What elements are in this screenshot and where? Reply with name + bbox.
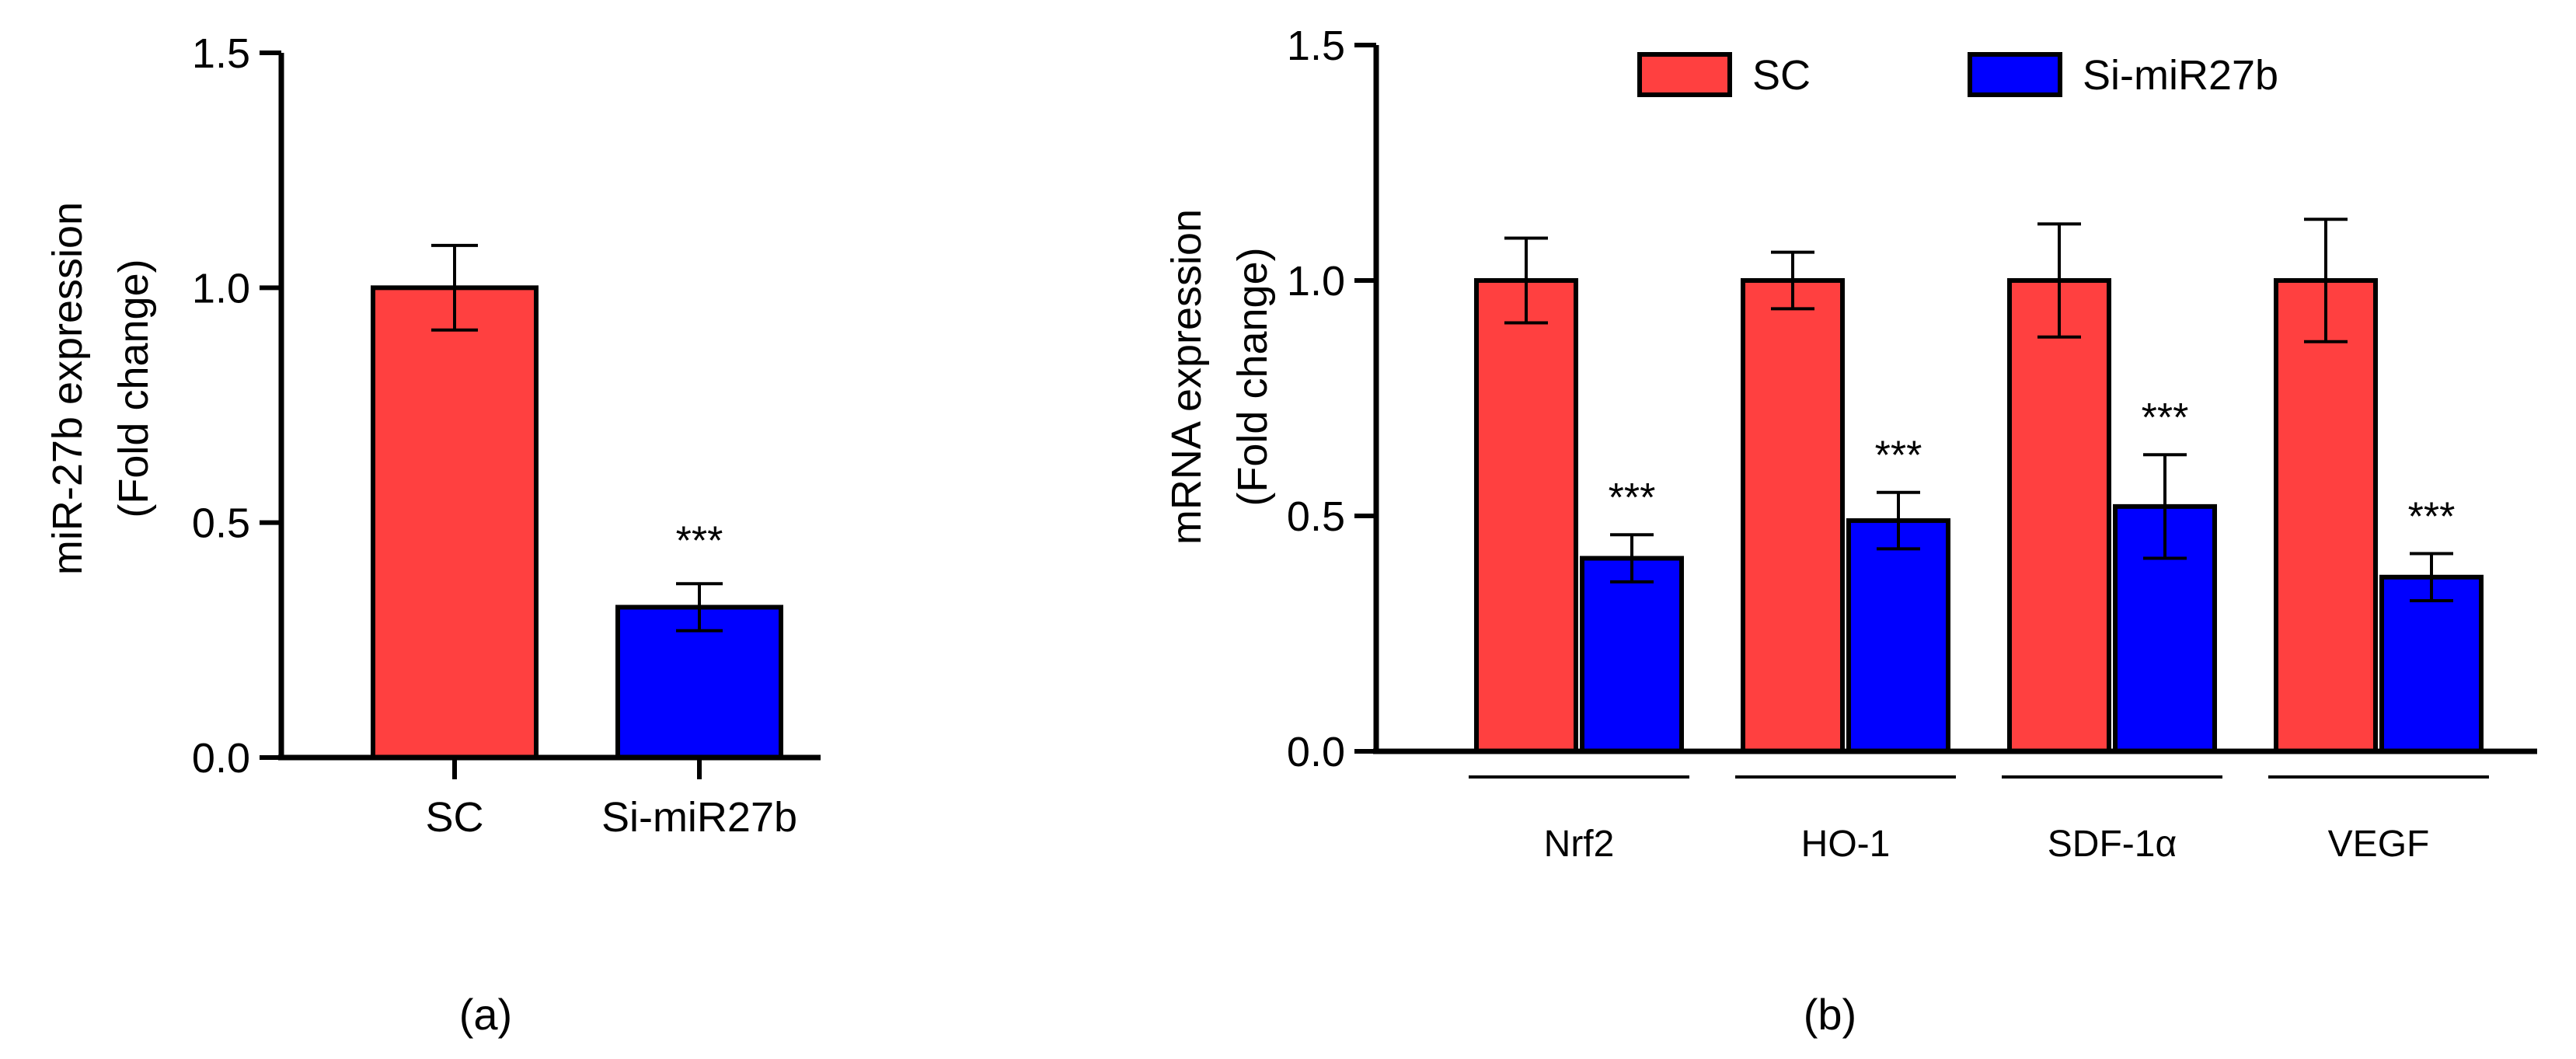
x-tick-label-b: SDF-1α (2048, 824, 2177, 865)
legend-swatch (1637, 52, 1732, 97)
legend-swatch (1968, 52, 2062, 97)
bar-b-sc (2274, 278, 2378, 754)
y-tick-label-b: 1.0 (1287, 258, 1345, 305)
legend-label: Si-miR27b (2083, 52, 2278, 99)
significance-b: *** (2408, 494, 2456, 539)
y-tick-label-a: 1.0 (192, 265, 250, 312)
bar-b-sc (1741, 278, 1845, 754)
y-axis-title-a: miR-27b expression (44, 202, 91, 575)
y-axis-title-a-line2: (Fold change) (110, 259, 157, 517)
y-tick-label-b: 0.0 (1287, 729, 1345, 775)
panel-label-a: (a) (459, 990, 512, 1039)
y-tick-label-a: 1.5 (192, 30, 250, 77)
significance-b: *** (2142, 395, 2189, 441)
x-tick-label-a: SC (425, 794, 483, 841)
legend-label: SC (1752, 52, 1811, 99)
panel-label-b: (b) (1804, 990, 1856, 1039)
x-tick-label-b: Nrf2 (1544, 824, 1615, 865)
significance-a: *** (676, 518, 723, 563)
y-tick-label-b: 0.5 (1287, 493, 1345, 540)
bar-b-sc (1474, 278, 1578, 754)
bar-b-si-mir27b (1580, 556, 1684, 754)
panel-a: *** 0.0 0.5 1.0 1.5 SC Si-miR27b miR-27b exp… (44, 30, 821, 1039)
x-tick-label-a: Si-miR27b (601, 794, 797, 841)
x-tick-label-b: HO-1 (1801, 824, 1891, 865)
x-tick-label-b: VEGF (2328, 824, 2430, 865)
legend: SC Si-miR27b (1637, 52, 2278, 99)
bar-a (371, 285, 539, 761)
y-axis-title-b-line2: (Fold change) (1229, 247, 1276, 506)
bar-b-sc (2007, 278, 2111, 754)
bar-b-si-mir27b (2379, 574, 2484, 754)
y-tick-label-a: 0.5 (192, 500, 250, 547)
bar-a (615, 604, 783, 760)
significance-b: *** (1609, 476, 1656, 521)
y-tick-label-b: 1.5 (1287, 23, 1345, 69)
bar-b-si-mir27b (1846, 518, 1950, 754)
y-tick-label-a: 0.0 (192, 735, 250, 782)
panel-b: *** *** *** *** 0.0 0.5 1.0 1.5 Nrf2 HO-1 SDF-1α… (1163, 23, 2537, 1039)
significance-b: *** (1875, 434, 1922, 479)
y-axis-title-b: mRNA expression (1163, 209, 1210, 545)
